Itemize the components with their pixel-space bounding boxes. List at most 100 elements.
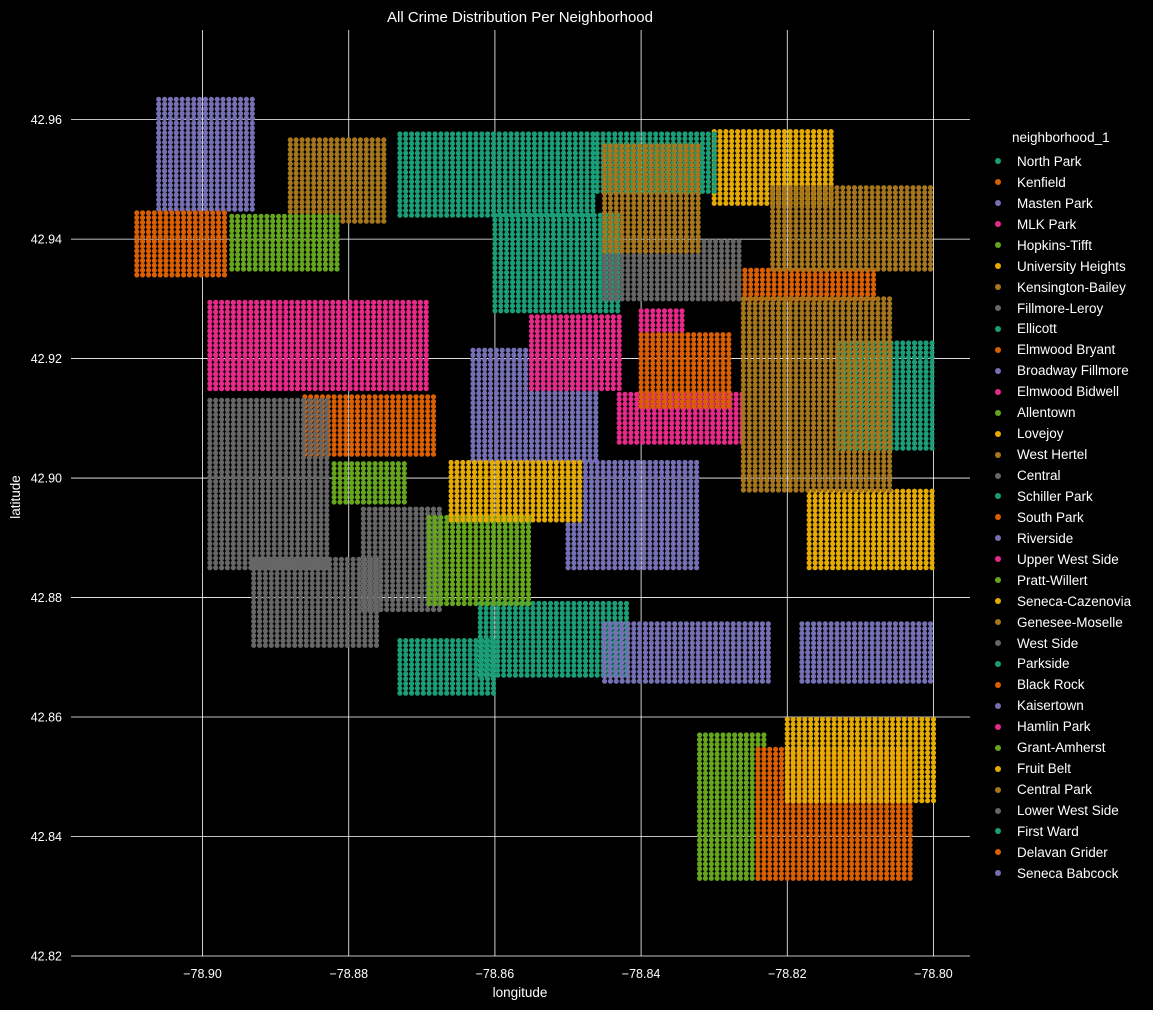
data-point bbox=[853, 281, 859, 288]
data-point bbox=[382, 314, 388, 320]
data-point bbox=[496, 160, 502, 166]
data-point bbox=[746, 176, 752, 182]
data-point bbox=[642, 281, 649, 288]
data-point bbox=[875, 189, 881, 196]
data-point bbox=[770, 176, 776, 182]
data-point bbox=[528, 443, 535, 449]
data-point bbox=[568, 217, 574, 223]
data-point bbox=[737, 823, 744, 829]
data-point bbox=[764, 138, 770, 144]
data-point bbox=[489, 629, 495, 635]
data-point bbox=[504, 236, 510, 242]
data-point bbox=[423, 338, 429, 344]
data-point bbox=[353, 385, 359, 392]
data-point bbox=[581, 318, 587, 325]
data-point bbox=[378, 413, 384, 419]
data-point bbox=[517, 452, 523, 458]
data-point bbox=[504, 270, 510, 276]
data-point bbox=[556, 231, 562, 237]
data-point bbox=[476, 452, 482, 458]
data-point bbox=[449, 174, 456, 180]
data-point bbox=[417, 314, 423, 320]
data-point bbox=[455, 174, 461, 180]
data-point bbox=[857, 242, 864, 248]
data-point bbox=[521, 265, 527, 271]
data-point bbox=[697, 732, 703, 738]
data-point bbox=[531, 174, 538, 180]
data-point bbox=[483, 615, 489, 621]
data-point bbox=[394, 299, 400, 305]
data-point bbox=[413, 408, 419, 414]
data-point bbox=[723, 152, 729, 159]
data-point bbox=[851, 194, 858, 200]
data-point bbox=[423, 362, 429, 368]
data-point bbox=[414, 183, 420, 190]
data-point bbox=[602, 277, 608, 283]
data-point bbox=[490, 207, 497, 213]
data-point bbox=[337, 408, 343, 414]
data-point bbox=[758, 143, 764, 149]
data-point bbox=[506, 610, 513, 616]
data-point bbox=[749, 818, 755, 824]
data-point bbox=[406, 309, 412, 315]
data-point bbox=[413, 451, 419, 457]
data-point bbox=[562, 231, 568, 237]
data-point bbox=[904, 242, 910, 248]
data-point bbox=[714, 861, 720, 867]
data-point bbox=[597, 260, 603, 266]
data-point bbox=[612, 610, 618, 616]
data-point bbox=[892, 213, 899, 219]
data-point bbox=[775, 209, 782, 215]
data-point bbox=[631, 281, 637, 288]
data-point bbox=[438, 136, 444, 142]
data-point bbox=[637, 277, 643, 283]
data-point bbox=[524, 620, 530, 626]
data-point bbox=[492, 279, 498, 285]
data-point bbox=[324, 381, 330, 387]
data-point bbox=[455, 136, 461, 142]
data-point bbox=[840, 242, 846, 248]
data-point bbox=[781, 167, 788, 173]
data-point bbox=[549, 164, 555, 170]
data-point bbox=[793, 247, 799, 253]
data-point bbox=[922, 261, 928, 267]
data-point bbox=[409, 207, 415, 213]
data-point bbox=[597, 279, 603, 285]
data-point bbox=[916, 204, 922, 210]
data-point bbox=[563, 381, 570, 387]
data-point bbox=[729, 181, 735, 187]
data-point bbox=[417, 342, 423, 348]
data-point bbox=[409, 183, 415, 190]
data-point bbox=[828, 157, 834, 163]
data-point bbox=[735, 152, 741, 159]
data-point bbox=[875, 232, 881, 239]
data-point bbox=[574, 231, 580, 237]
data-point bbox=[528, 409, 535, 415]
data-point bbox=[550, 246, 557, 252]
data-point bbox=[242, 314, 248, 320]
data-point bbox=[702, 737, 709, 743]
data-point bbox=[504, 212, 510, 218]
data-point bbox=[562, 236, 568, 242]
data-point bbox=[816, 133, 823, 139]
data-point bbox=[523, 414, 529, 420]
data-point bbox=[533, 222, 539, 228]
data-point bbox=[726, 866, 732, 872]
data-point bbox=[366, 442, 372, 448]
data-point bbox=[414, 150, 420, 156]
data-point bbox=[347, 357, 353, 363]
data-point bbox=[869, 199, 875, 205]
data-point bbox=[482, 357, 488, 363]
data-point bbox=[372, 408, 378, 414]
data-point bbox=[723, 181, 729, 187]
data-point bbox=[527, 303, 533, 309]
data-point bbox=[498, 255, 504, 261]
data-point bbox=[540, 318, 546, 325]
data-point bbox=[552, 448, 558, 454]
data-point bbox=[922, 232, 928, 239]
data-point bbox=[349, 442, 355, 448]
data-point bbox=[539, 289, 545, 295]
data-point bbox=[726, 861, 732, 867]
data-point bbox=[740, 172, 747, 178]
data-point bbox=[495, 639, 501, 645]
